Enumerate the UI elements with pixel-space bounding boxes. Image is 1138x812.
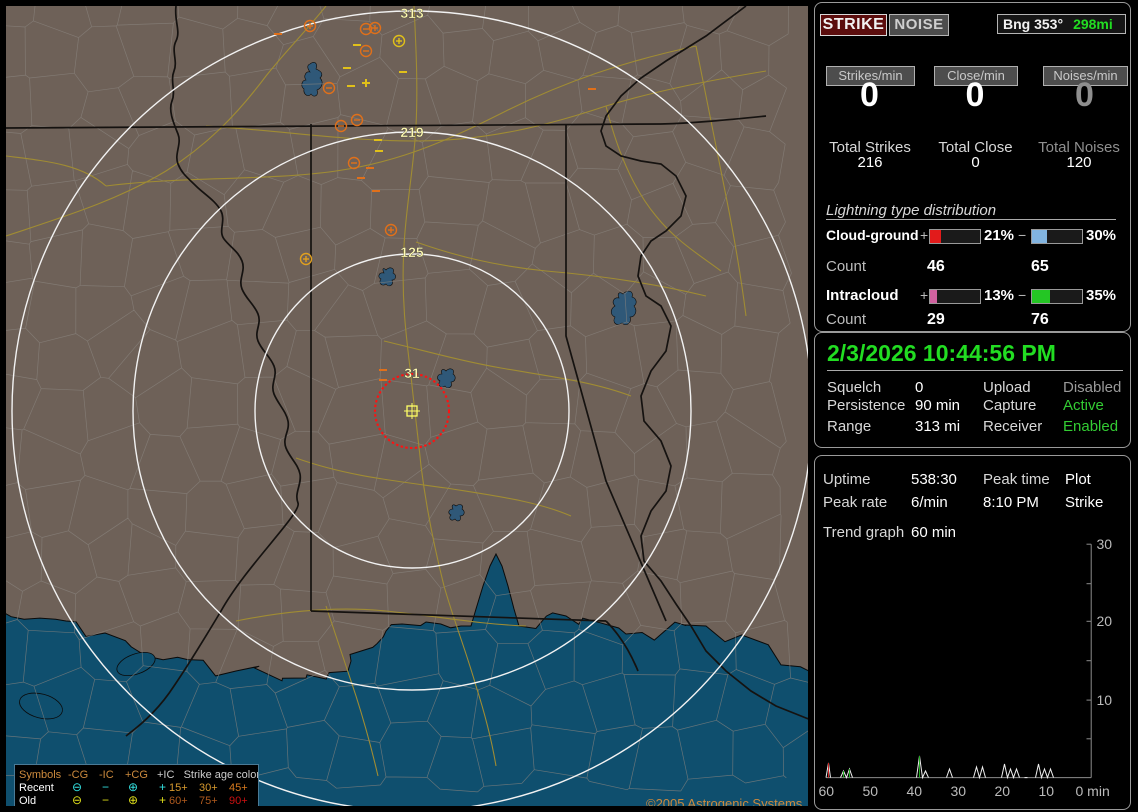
svg-text:30: 30 xyxy=(1097,536,1113,552)
svg-text:0 min: 0 min xyxy=(1076,783,1110,799)
svg-text:10: 10 xyxy=(1097,692,1113,708)
svg-text:60: 60 xyxy=(819,783,835,799)
svg-text:10: 10 xyxy=(1039,783,1055,799)
svg-text:50: 50 xyxy=(863,783,879,799)
svg-text:40: 40 xyxy=(907,783,923,799)
svg-text:313: 313 xyxy=(400,6,424,21)
svg-text:30: 30 xyxy=(951,783,967,799)
svg-text:20: 20 xyxy=(1097,613,1113,629)
svg-text:219: 219 xyxy=(400,124,424,140)
svg-text:31: 31 xyxy=(404,365,420,381)
svg-text:20: 20 xyxy=(995,783,1011,799)
svg-text:125: 125 xyxy=(400,244,424,260)
